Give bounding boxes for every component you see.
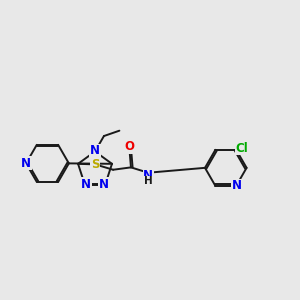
Text: Cl: Cl [235,142,248,155]
Text: N: N [143,169,153,182]
Text: N: N [99,178,109,191]
Text: N: N [232,179,242,192]
Text: O: O [124,140,134,153]
Text: N: N [90,144,100,158]
Text: N: N [21,157,31,170]
Text: H: H [144,176,153,186]
Text: S: S [91,158,100,171]
Text: N: N [81,178,91,191]
